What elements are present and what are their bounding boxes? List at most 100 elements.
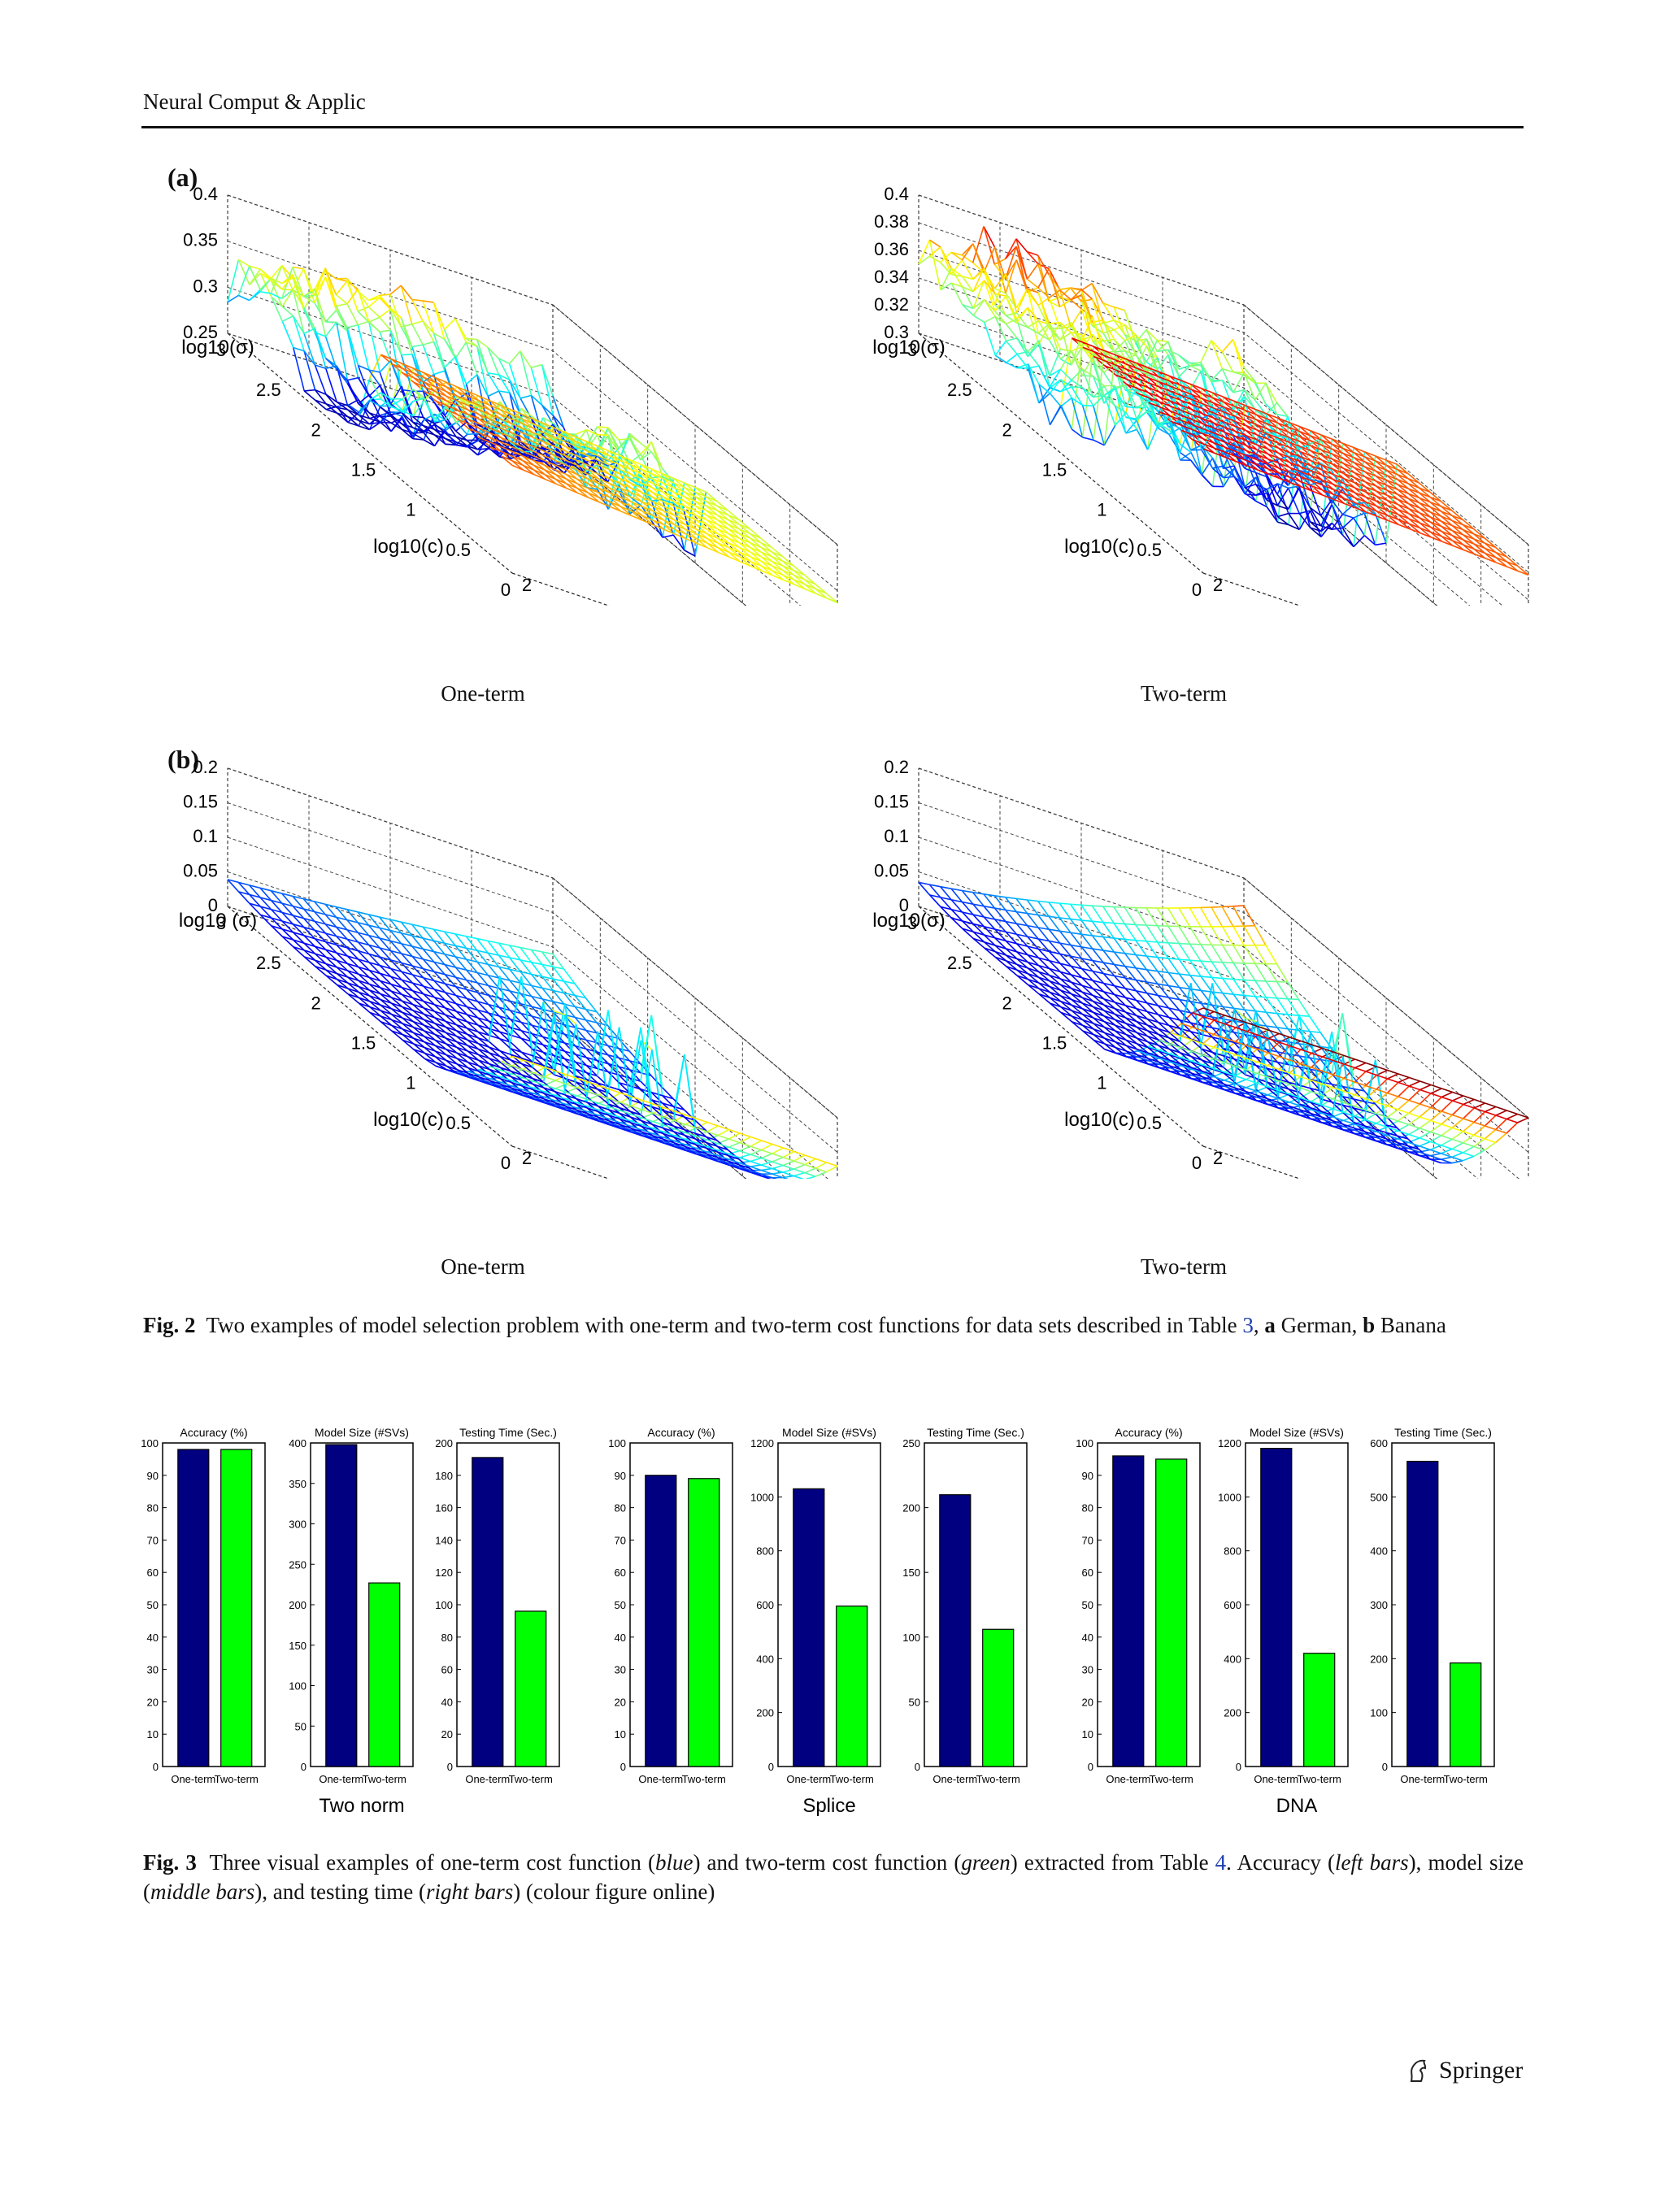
- mesh-line: [641, 491, 653, 498]
- mesh-line: [576, 454, 588, 461]
- mesh-line: [994, 293, 1006, 297]
- mesh-line: [608, 1103, 620, 1109]
- mesh-line: [401, 1000, 414, 1011]
- mesh-line: [1310, 445, 1322, 451]
- mesh-line: [1267, 433, 1279, 439]
- mesh-line: [346, 919, 359, 923]
- c-tick-label: 0.5: [1137, 540, 1162, 560]
- mesh-line: [826, 1162, 838, 1167]
- mesh-line: [519, 946, 532, 951]
- mesh-line: [435, 1045, 446, 1050]
- mesh-line: [826, 1165, 838, 1173]
- mesh-line: [717, 519, 729, 525]
- mesh-line: [1059, 332, 1072, 341]
- mesh-line: [368, 316, 380, 323]
- mesh-line: [1473, 528, 1485, 539]
- mesh-line: [1278, 447, 1290, 454]
- mesh-line: [1027, 343, 1040, 358]
- mesh-line: [641, 519, 654, 526]
- mesh-line: [445, 443, 457, 446]
- surface-plot-a-two-term: 32.521.510.50-2-10120.40.380.360.340.320…: [872, 184, 1529, 606]
- mesh-line: [1125, 389, 1137, 391]
- mesh-line: [412, 1015, 424, 1021]
- mesh-line: [1103, 372, 1115, 390]
- mesh-line: [630, 501, 642, 507]
- mesh-line: [489, 1072, 502, 1078]
- mesh-line: [422, 381, 435, 402]
- mesh-line: [369, 421, 381, 431]
- mesh-line: [1386, 504, 1398, 511]
- mesh-line: [1332, 438, 1344, 445]
- mesh-line: [1038, 387, 1050, 404]
- mesh-line: [1211, 458, 1224, 479]
- mesh-line: [717, 1134, 729, 1140]
- mesh-line: [1397, 473, 1409, 485]
- mesh-line: [739, 1157, 751, 1162]
- mesh-line: [368, 962, 381, 975]
- mesh-line: [629, 1099, 641, 1104]
- mesh-line: [443, 328, 456, 359]
- mesh-line: [531, 1006, 543, 1010]
- mesh-line: [434, 1033, 446, 1039]
- mesh-line: [401, 428, 414, 440]
- mesh-line: [390, 959, 402, 964]
- mesh-line: [1309, 506, 1322, 527]
- mesh-line: [358, 973, 370, 979]
- mesh-line: [652, 1106, 665, 1115]
- mesh-line: [576, 1103, 588, 1115]
- mesh-line: [435, 1065, 447, 1071]
- mesh-line: [423, 416, 435, 424]
- mesh-line: [1092, 376, 1105, 404]
- mesh-line: [445, 1032, 457, 1037]
- mesh-line: [641, 1119, 653, 1125]
- mesh-line: [1462, 524, 1475, 535]
- mesh-line: [761, 560, 773, 567]
- mesh-line: [543, 450, 555, 457]
- mesh-line: [543, 445, 555, 452]
- mesh-line: [1495, 562, 1507, 567]
- mesh-line: [716, 505, 728, 511]
- mesh-line: [489, 1058, 501, 1063]
- mesh-line: [433, 997, 446, 1009]
- mesh-line: [1169, 395, 1181, 402]
- mesh-line: [706, 1141, 718, 1153]
- mesh-line: [1146, 410, 1159, 424]
- mesh-line: [1375, 455, 1387, 466]
- mesh-line: [455, 967, 467, 971]
- mesh-line: [511, 1076, 523, 1081]
- mesh-line: [412, 997, 424, 1002]
- mesh-line: [467, 1067, 480, 1072]
- mesh-line: [651, 1091, 663, 1097]
- mesh-line: [1300, 485, 1312, 492]
- mesh-line: [389, 385, 402, 405]
- mesh-line: [401, 962, 413, 976]
- mesh-line: [456, 1052, 468, 1058]
- mesh-line: [761, 1157, 772, 1162]
- mesh-line: [1158, 376, 1170, 382]
- mesh-line: [1484, 542, 1496, 549]
- mesh-line: [336, 310, 348, 328]
- mesh-line: [750, 537, 762, 544]
- s-tick-label: 2: [522, 575, 532, 595]
- mesh-line: [706, 1136, 718, 1141]
- mesh-line: [1276, 470, 1289, 495]
- mesh-line: [424, 1030, 436, 1036]
- mesh-line: [1332, 483, 1345, 489]
- mesh-line: [478, 399, 490, 406]
- mesh-line: [454, 933, 467, 937]
- mesh-line: [706, 528, 719, 539]
- mesh-line: [1495, 551, 1507, 558]
- mesh-line: [1298, 449, 1311, 473]
- c-tick-label: 2: [1002, 419, 1012, 440]
- mesh-line: [761, 1153, 773, 1159]
- mesh-line: [1276, 493, 1289, 510]
- mesh-line: [325, 963, 337, 968]
- mesh-line: [717, 528, 729, 539]
- mesh-line: [1332, 458, 1344, 464]
- mesh-line: [673, 1136, 685, 1147]
- mesh-line: [509, 392, 522, 442]
- mesh-line: [782, 1175, 794, 1179]
- mesh-line: [1418, 482, 1431, 493]
- mesh-line: [422, 300, 434, 303]
- mesh-line: [1277, 422, 1289, 433]
